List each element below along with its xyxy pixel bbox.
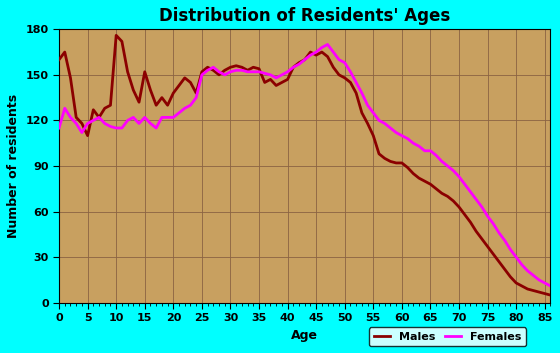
Males <box>307 50 314 54</box>
Males <box>461 213 468 217</box>
Line: Females: Females <box>59 44 550 286</box>
Females <box>164 115 171 120</box>
Males <box>267 77 274 82</box>
Males <box>141 70 148 74</box>
Males <box>204 65 211 70</box>
Females <box>55 126 62 130</box>
Title: Distribution of Residents' Ages: Distribution of Residents' Ages <box>159 7 450 25</box>
Females <box>461 182 468 186</box>
Line: Males: Males <box>59 35 550 295</box>
Females <box>324 42 331 47</box>
Males <box>170 91 176 95</box>
Females <box>262 71 268 76</box>
Males <box>55 58 62 62</box>
Females <box>301 58 308 62</box>
Legend: Males, Females: Males, Females <box>369 328 526 346</box>
Females <box>547 284 554 288</box>
Females <box>136 121 142 126</box>
X-axis label: Age: Age <box>291 329 318 342</box>
Y-axis label: Number of residents: Number of residents <box>7 94 20 238</box>
Males <box>113 33 119 37</box>
Males <box>547 293 554 297</box>
Females <box>199 73 206 77</box>
